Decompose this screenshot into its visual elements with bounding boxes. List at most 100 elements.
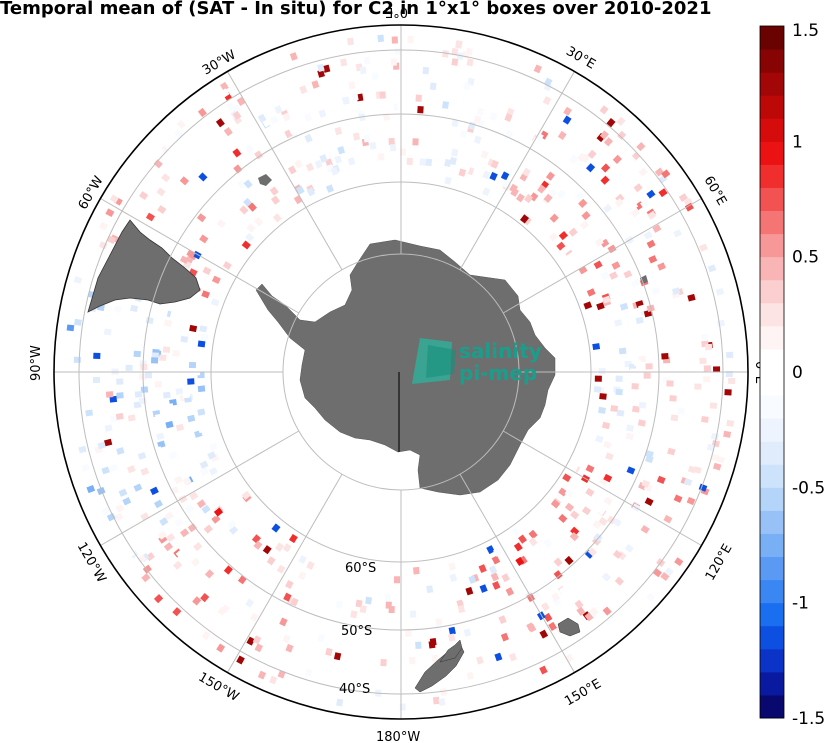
colorbar-tick-label: -1.5 (792, 709, 825, 729)
colorbar-band (760, 279, 784, 304)
anomaly-cell (330, 167, 339, 176)
anomaly-cell (141, 573, 151, 583)
anomaly-cell (317, 633, 326, 643)
anomaly-cell (306, 187, 316, 197)
anomaly-cell (168, 428, 178, 436)
anomaly-cell (365, 596, 372, 605)
anomaly-cell (648, 535, 658, 545)
anomaly-cell (254, 217, 264, 227)
anomaly-cell (612, 517, 622, 527)
anomaly-cell (617, 130, 627, 141)
anomaly-cell (703, 376, 711, 383)
anomaly-cell (325, 647, 333, 656)
anomaly-cell (383, 113, 390, 121)
anomaly-cell (207, 451, 217, 460)
anomaly-cell (368, 125, 376, 134)
colorbar (760, 26, 784, 719)
anomaly-cell (81, 463, 90, 472)
anomaly-cell (426, 585, 434, 594)
anomaly-cell (110, 415, 119, 423)
anomaly-cell (162, 346, 171, 353)
anomaly-cell (216, 219, 226, 229)
anomaly-cell (594, 237, 604, 247)
anomaly-cell (197, 425, 207, 434)
anomaly-cell (715, 288, 725, 296)
anomaly-cell (599, 130, 609, 140)
anomaly-cell (621, 335, 630, 343)
anomaly-cell (351, 93, 359, 101)
anomaly-cell (581, 506, 592, 516)
anomaly-cell (440, 688, 448, 696)
anomaly-cell (448, 633, 456, 642)
anomaly-cell (716, 341, 725, 349)
anomaly-cell (444, 176, 452, 185)
colorbar-ticks: 1.5 1 0.5 0 -0.5 -1 -1.5 (792, 21, 825, 729)
anomaly-cell (222, 261, 232, 270)
anomaly-cell (587, 547, 597, 557)
anomaly-cell (676, 378, 684, 385)
anomaly-cell (174, 475, 183, 485)
anomaly-cell (193, 190, 203, 200)
anomaly-cell (164, 319, 173, 327)
anomaly-cell (164, 511, 174, 521)
anomaly-cell (568, 227, 578, 237)
anomaly-cell (492, 581, 501, 590)
anomaly-cell (201, 504, 211, 514)
anomaly-cell (293, 195, 303, 205)
anomaly-cell (137, 451, 147, 460)
anomaly-cell (509, 183, 518, 193)
anomaly-cell (140, 386, 149, 393)
colorbar-band (760, 487, 784, 511)
anomaly-cell (99, 221, 109, 231)
anomaly-cell (609, 423, 618, 432)
lon-label-90w: 90°W (29, 345, 44, 381)
anomaly-cell (628, 201, 639, 211)
anomaly-cell (482, 187, 491, 197)
map-frame (53, 24, 749, 720)
anomaly-cell (227, 519, 237, 529)
anomaly-cell (596, 302, 605, 311)
anomaly-cell (388, 605, 395, 614)
anomaly-cell (241, 490, 251, 500)
anomaly-cell (594, 375, 602, 382)
anomaly-cell (249, 612, 259, 622)
anomaly-cell (569, 463, 579, 472)
anomaly-cell (542, 96, 552, 106)
anomaly-cell (389, 144, 397, 152)
anomaly-cell (646, 239, 656, 249)
anomaly-cell (115, 412, 124, 420)
meridian-line (502, 430, 702, 546)
anomaly-cell (123, 307, 132, 315)
anomaly-cell (293, 684, 302, 693)
anomaly-cell (458, 168, 467, 177)
anomaly-cell (519, 214, 530, 224)
anomaly-cell (584, 549, 595, 559)
colorbar-tick-label: -0.5 (792, 478, 825, 498)
anomaly-cell (415, 94, 422, 102)
anomaly-cell (584, 612, 594, 622)
anomaly-cell (716, 455, 725, 464)
anomaly-cell (429, 82, 437, 91)
anomaly-cell (473, 115, 482, 124)
anomaly-cell (545, 171, 555, 181)
anomaly-cell (648, 255, 658, 264)
anomaly-cell (585, 464, 595, 473)
anomaly-cell (701, 415, 709, 423)
anomaly-cell (257, 113, 267, 123)
anomaly-cell (285, 643, 294, 653)
anomaly-cell (140, 364, 148, 371)
anomaly-cell (600, 271, 610, 280)
anomaly-cell (325, 184, 334, 193)
anomaly-cell (182, 477, 192, 486)
anomaly-cell (646, 189, 656, 199)
anomaly-cell (197, 408, 206, 416)
anomaly-cell (466, 671, 474, 680)
anomaly-cell (518, 534, 527, 544)
colorbar-band (760, 533, 784, 558)
anomaly-cell (592, 343, 601, 351)
land-masses (87, 174, 648, 693)
anomaly-cell (463, 628, 472, 637)
anomaly-cell (586, 288, 596, 297)
anomaly-cell (334, 155, 343, 164)
anomaly-cell (199, 234, 209, 244)
